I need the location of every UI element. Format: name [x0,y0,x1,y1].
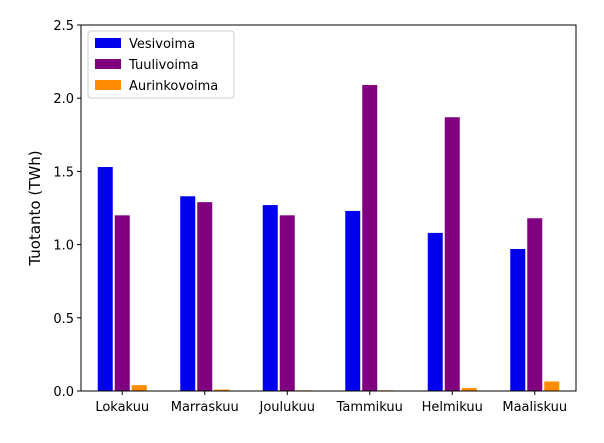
y-axis-ticks: 0.0 0.5 1.0 1.5 2.0 2.5 [53,19,81,400]
bar-tuulivoima-maaliskuu [527,218,543,391]
bar-vesivoima-marraskuu [180,196,196,391]
legend: Vesivoima Tuulivoima Aurinkovoima [87,30,235,99]
x-tick-label: Maaliskuu [502,400,567,415]
bar-vesivoima-maaliskuu [510,248,526,391]
x-axis-ticks: Lokakuu Marraskuu Joulukuu Tammikuu Helmikuu… [95,391,567,415]
legend-box [87,30,235,99]
y-tick-label: 2.0 [53,92,74,107]
legend-swatch-vesivoima [95,38,121,48]
bar-vesivoima-joulukuu [262,205,278,391]
y-tick-label: 0.0 [53,385,74,400]
bar-tuulivoima-helmikuu [444,117,460,392]
x-tick-label: Tammikuu [336,400,403,415]
legend-label-vesivoima: Vesivoima [129,37,195,52]
plot-frame [80,24,577,392]
bar-tuulivoima-marraskuu [197,202,213,391]
y-tick-label: 0.5 [53,312,74,327]
x-tick-label: Helmikuu [422,400,483,415]
x-tick-label: Joulukuu [259,400,316,415]
bar-aurinkovoima-lokakuu [131,385,147,391]
bar-aurinkovoima-maaliskuu [544,381,560,391]
bar-tuulivoima-tammikuu [362,85,378,392]
bar-vesivoima-tammikuu [345,210,361,391]
x-tick-label: Marraskuu [171,400,239,415]
legend-swatch-aurinkovoima [95,80,121,90]
y-tick-label: 2.5 [53,19,74,34]
y-axis-label: Tuotanto (TWh) [26,150,44,266]
y-tick-label: 1.5 [53,165,74,180]
y-tick-label: 1.0 [53,239,74,254]
bar-aurinkovoima-marraskuu [214,389,230,391]
x-tick-label: Lokakuu [95,400,149,415]
bar-tuulivoima-lokakuu [114,215,130,391]
bar-aurinkovoima-helmikuu [461,388,477,391]
legend-label-aurinkovoima: Aurinkovoima [129,79,218,94]
bar-tuulivoima-joulukuu [279,215,295,391]
bars [97,85,560,392]
bar-vesivoima-helmikuu [427,232,443,391]
legend-label-tuulivoima: Tuulivoima [128,58,199,73]
bar-vesivoima-lokakuu [97,167,113,391]
legend-swatch-tuulivoima [95,59,121,69]
